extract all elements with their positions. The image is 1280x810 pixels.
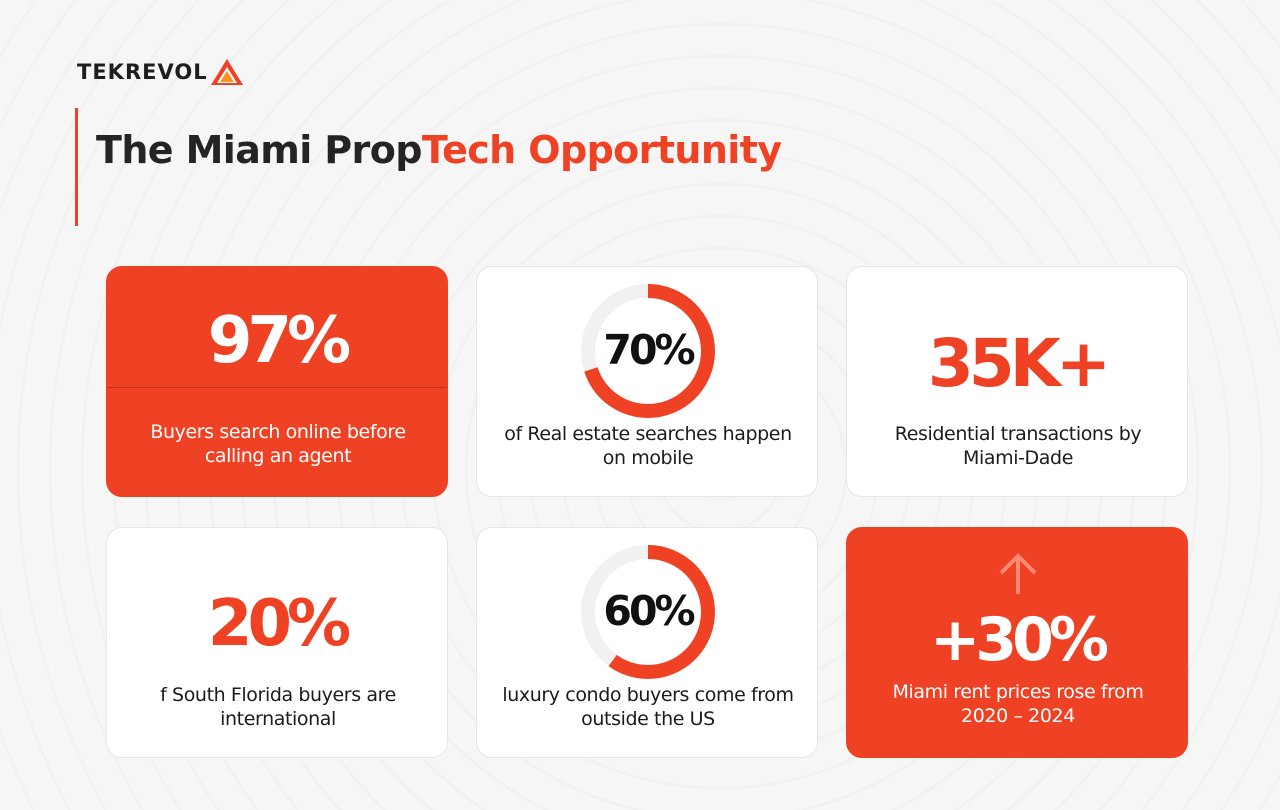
stat-card-rent-prices: +30% Miami rent prices rose from 2020 – … bbox=[846, 527, 1188, 758]
progress-ring: 70% bbox=[579, 282, 717, 420]
title-part-accent: Tech Opportunity bbox=[421, 128, 782, 172]
stat-description: of Real estate searches happen on mobile bbox=[504, 423, 792, 469]
stat-description: f South Florida buyers are international bbox=[160, 684, 396, 730]
stat-description: Miami rent prices rose from 2020 – 2024 bbox=[892, 681, 1144, 727]
card-divider bbox=[107, 387, 447, 388]
stat-value: 20% bbox=[207, 587, 351, 661]
stat-card-mobile-search: 70% of Real estate searches happen on mo… bbox=[476, 266, 818, 497]
stat-card-online-search: 97% Buyers search online before calling … bbox=[106, 266, 448, 497]
title-part-dark: The Miami Prop bbox=[96, 128, 422, 172]
stat-value: 70% bbox=[603, 326, 695, 374]
stat-value: 60% bbox=[603, 587, 695, 635]
stat-description: Buyers search online before calling an a… bbox=[150, 421, 406, 467]
stat-description: Residential transactions by Miami-Dade bbox=[894, 423, 1142, 469]
stat-card-transactions: 35K+ Residential transactions by Miami-D… bbox=[846, 266, 1188, 497]
title-accent-bar bbox=[75, 108, 78, 226]
arrow-up-icon bbox=[999, 553, 1037, 594]
stat-description: luxury condo buyers come from outside th… bbox=[502, 684, 794, 730]
stat-card-luxury-condo: 60% luxury condo buyers come from outsid… bbox=[476, 527, 818, 758]
progress-ring: 60% bbox=[579, 543, 717, 681]
logo: TEKREVOL bbox=[77, 58, 244, 86]
logo-text: TEKREVOL bbox=[77, 60, 208, 84]
page-title: The Miami PropTech Opportunity bbox=[96, 128, 782, 172]
stat-value: +30% bbox=[930, 605, 1109, 675]
stat-value: 35K+ bbox=[927, 325, 1111, 402]
stat-card-international-buyers: 20% f South Florida buyers are internati… bbox=[106, 527, 448, 758]
stat-value: 97% bbox=[207, 304, 351, 378]
logo-triangle-icon bbox=[210, 59, 243, 85]
